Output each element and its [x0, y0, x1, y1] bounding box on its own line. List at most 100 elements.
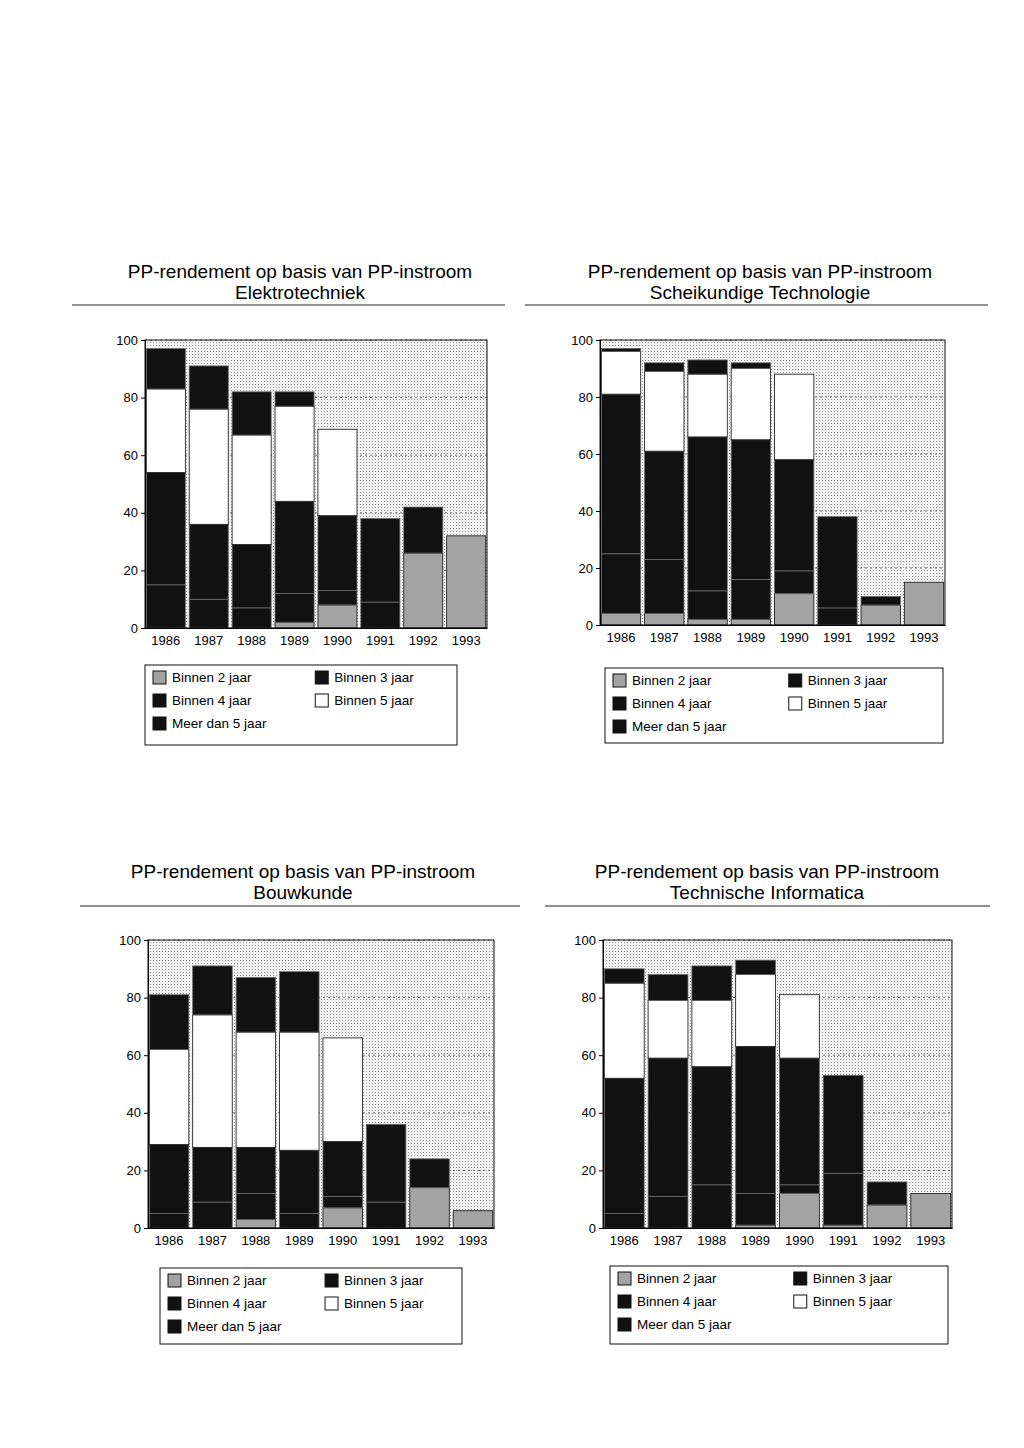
bar-segment [146, 349, 185, 389]
legend-box [610, 1266, 948, 1344]
x-axis-line [146, 628, 488, 629]
y-tick: 100 [571, 333, 600, 348]
x-tick: 1993 [452, 628, 481, 648]
bar-segment [692, 1185, 732, 1228]
y-tick: 80 [127, 990, 148, 1005]
bar-segment [280, 1214, 320, 1228]
bar-segment [904, 582, 943, 625]
legend-label: Meer dan 5 jaar [172, 716, 267, 731]
bar-segment [779, 995, 819, 1058]
page: PP-rendement op basis van PP-instroomEle… [0, 0, 1024, 1448]
bar-segment [361, 519, 400, 603]
y-tick-label: 0 [586, 618, 593, 633]
legend-box [160, 1268, 462, 1344]
y-tick-mark [144, 940, 148, 941]
legend-swatch [168, 1274, 181, 1287]
bar-segment [604, 983, 644, 1078]
y-tick-mark [599, 940, 603, 941]
bar-segment [645, 363, 684, 372]
x-tick: 1990 [785, 1228, 814, 1248]
legend-label: Binnen 3 jaar [344, 1273, 424, 1288]
plot-frame [148, 940, 494, 1228]
bar-segment [731, 579, 770, 619]
x-tick-label: 1989 [741, 1233, 770, 1248]
legend-box [145, 665, 457, 745]
bar-segment [731, 369, 770, 440]
y-tick-label: 20 [124, 563, 138, 578]
bar-segment [318, 591, 357, 605]
y-tick-label: 80 [582, 990, 596, 1005]
y-tick-mark [596, 397, 600, 398]
x-tick-label: 1990 [328, 1233, 357, 1248]
legend: Binnen 2 jaarBinnen 3 jaarBinnen 4 jaarB… [605, 668, 943, 743]
legend-label: Binnen 3 jaar [808, 673, 888, 688]
plot-frame [600, 340, 945, 625]
legend-box [605, 668, 943, 743]
chart-panel: PP-rendement op basis van PP-instroomTec… [545, 861, 990, 1344]
x-tick-label: 1991 [829, 1233, 858, 1248]
y-tick-mark [144, 1113, 148, 1114]
legend-swatch [613, 674, 626, 687]
y-tick: 100 [116, 333, 145, 348]
bar-segment [774, 571, 813, 594]
bar-segment [189, 599, 228, 628]
y-tick-label: 0 [134, 1221, 141, 1236]
x-tick: 1991 [366, 628, 395, 648]
x-tick: 1987 [654, 1228, 683, 1248]
bar-segment [323, 1038, 363, 1142]
x-tick-label: 1987 [194, 633, 223, 648]
y-tick-label: 20 [579, 561, 593, 576]
bar-segment [232, 608, 271, 628]
bar-segment [774, 594, 813, 625]
legend-label: Binnen 4 jaar [187, 1296, 267, 1311]
x-tick-label: 1989 [736, 630, 765, 645]
legend-swatch [618, 1272, 631, 1285]
bar-segment [236, 1219, 276, 1228]
bar-segment [318, 605, 357, 628]
legend-label: Meer dan 5 jaar [637, 1317, 732, 1332]
bars [601, 349, 943, 625]
bar-segment [410, 1159, 450, 1188]
legend: Binnen 2 jaarBinnen 3 jaarBinnen 4 jaarB… [610, 1266, 948, 1344]
x-tick: 1988 [237, 628, 266, 648]
legend: Binnen 2 jaarBinnen 3 jaarBinnen 4 jaarB… [160, 1268, 462, 1344]
x-tick-label: 1988 [693, 630, 722, 645]
bar-segment [318, 429, 357, 515]
x-tick: 1987 [198, 1228, 227, 1248]
bars [604, 960, 950, 1228]
bar-segment [779, 1185, 819, 1194]
x-tick: 1992 [873, 1228, 902, 1248]
title-rule [525, 305, 988, 306]
x-tick: 1989 [280, 628, 309, 648]
chart-subtitle: Elektrotechniek [235, 282, 365, 303]
bar-segment [731, 619, 770, 625]
y-tick-mark [599, 1170, 603, 1171]
x-tick: 1992 [866, 625, 895, 645]
chart-panel: PP-rendement op basis van PP-instroomEle… [72, 261, 505, 745]
legend-swatch [613, 697, 626, 710]
legend-label: Binnen 5 jaar [344, 1296, 424, 1311]
legend-swatch [153, 671, 166, 684]
y-tick: 20 [582, 1163, 603, 1178]
y-tick-mark [596, 625, 600, 626]
bar-segment [818, 517, 857, 608]
legend-label: Binnen 3 jaar [813, 1271, 893, 1286]
bar-segment [692, 1000, 732, 1066]
x-tick-label: 1993 [910, 630, 939, 645]
bar-segment [601, 394, 640, 554]
bar-segment [275, 392, 314, 406]
bar-segment [604, 1214, 644, 1228]
bar-segment [648, 1000, 688, 1058]
bar-segment [692, 1067, 732, 1185]
bar-segment [193, 1015, 233, 1147]
legend-swatch [315, 694, 328, 707]
bar-segment [601, 614, 640, 625]
y-tick-label: 60 [124, 448, 138, 463]
y-axis-line [141, 341, 146, 629]
plot-background [148, 940, 494, 1228]
y-tick-mark [144, 1170, 148, 1171]
bar-segment [232, 544, 271, 607]
x-axis: 19861987198819891990199119921993 [601, 625, 946, 645]
bar-segment [189, 524, 228, 599]
legend-label: Binnen 2 jaar [632, 673, 712, 688]
